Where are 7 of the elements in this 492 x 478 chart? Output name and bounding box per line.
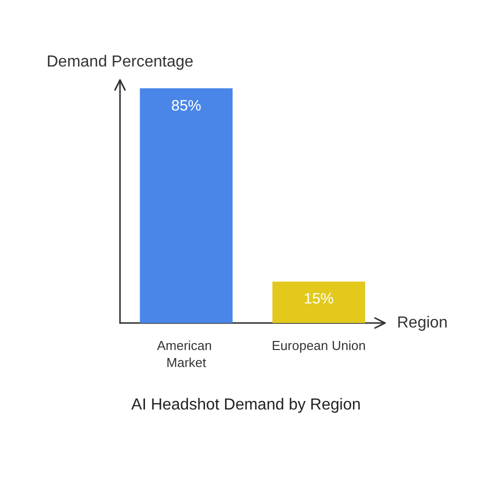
x-tick-label: American Market (156, 338, 216, 370)
y-axis-title: Demand Percentage (46, 54, 194, 70)
x-axis-title: Region (397, 314, 448, 332)
data-label: 85% (171, 97, 202, 114)
data-label: 15% (304, 290, 334, 308)
text: AI Headshot Demand by Region (131, 396, 361, 414)
x-tick-label: European Union (272, 338, 366, 353)
